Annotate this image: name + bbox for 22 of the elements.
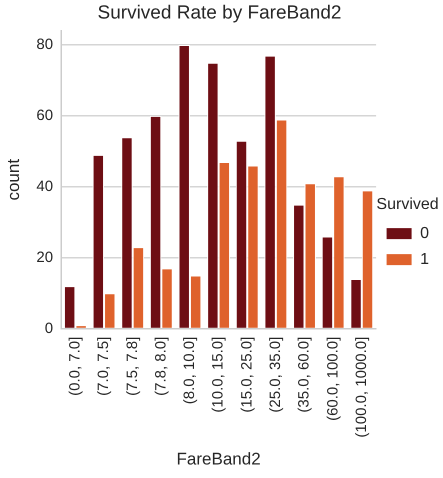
- y-tick-label: 20: [36, 248, 54, 266]
- x-tick-label: (35.0, 60.0]: [296, 336, 313, 413]
- y-tick-label: 40: [36, 178, 54, 195]
- x-tick-label: (7.5, 7.8]: [124, 336, 141, 396]
- x-tick-label: (8.0, 10.0]: [181, 336, 198, 404]
- y-tick-label: 60: [36, 107, 54, 124]
- x-tick-label: (10.0, 15.0]: [210, 336, 227, 413]
- x-axis-title: FareBand2: [176, 449, 261, 468]
- legend-title: Survived: [376, 196, 439, 213]
- legend-label: 1: [420, 251, 430, 268]
- x-tick-label: (7.8, 8.0]: [152, 336, 170, 396]
- x-tick-label: (15.0, 25.0]: [238, 336, 256, 413]
- chart-title: Survived Rate by FareBand2: [98, 2, 342, 24]
- legend-label: 0: [420, 225, 430, 242]
- x-tick-label: (25.0, 35.0]: [267, 336, 284, 413]
- y-axis-title: count: [4, 158, 23, 201]
- x-tick-label: (7.0, 7.5]: [95, 336, 112, 396]
- x-tick-label: (60.0, 100.0]: [324, 336, 342, 421]
- x-tick-label: (100.0, 1000.0]: [352, 336, 370, 438]
- y-tick-label: 0: [44, 320, 54, 337]
- y-tick-label: 80: [36, 36, 54, 54]
- x-tick-label: (0.0, 7.0]: [66, 336, 84, 396]
